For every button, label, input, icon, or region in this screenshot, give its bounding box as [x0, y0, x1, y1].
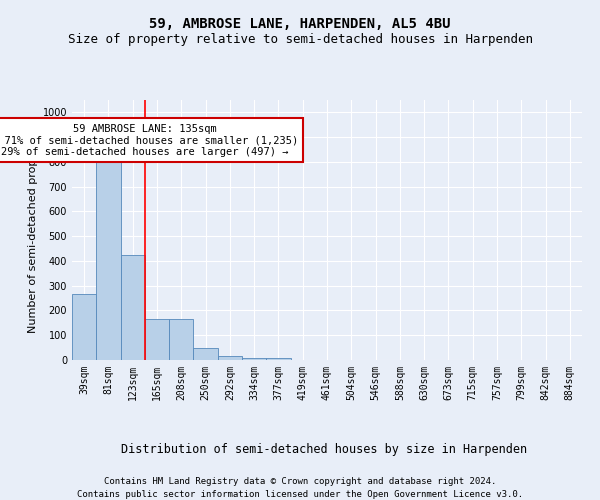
Bar [218, 356, 242, 360]
Bar [121, 255, 145, 360]
Text: 59 AMBROSE LANE: 135sqm
← 71% of semi-detached houses are smaller (1,235)
29% of: 59 AMBROSE LANE: 135sqm ← 71% of semi-de… [0, 124, 298, 156]
Text: 59, AMBROSE LANE, HARPENDEN, AL5 4BU: 59, AMBROSE LANE, HARPENDEN, AL5 4BU [149, 18, 451, 32]
Bar [193, 348, 218, 360]
Bar [266, 358, 290, 360]
Bar [145, 319, 169, 360]
Bar [242, 358, 266, 360]
Text: Size of property relative to semi-detached houses in Harpenden: Size of property relative to semi-detach… [67, 32, 533, 46]
Text: Contains public sector information licensed under the Open Government Licence v3: Contains public sector information licen… [77, 490, 523, 499]
Y-axis label: Number of semi-detached properties: Number of semi-detached properties [28, 127, 38, 333]
Bar [96, 154, 121, 360]
Text: Contains HM Land Registry data © Crown copyright and database right 2024.: Contains HM Land Registry data © Crown c… [104, 478, 496, 486]
Text: Distribution of semi-detached houses by size in Harpenden: Distribution of semi-detached houses by … [121, 442, 527, 456]
Bar [169, 319, 193, 360]
Bar [72, 294, 96, 360]
